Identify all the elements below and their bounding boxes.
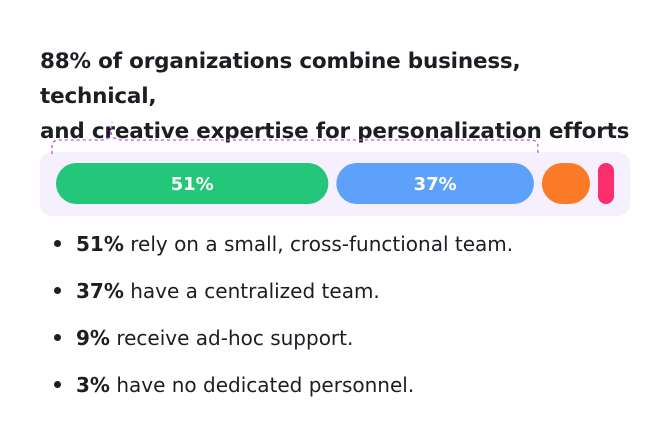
bullet-item: 3% have no dedicated personnel. [48,369,513,416]
bullet-value: 37% [76,279,124,303]
bullet-text: rely on a small, cross-functional team. [123,232,514,256]
bullet-value: 3% [76,373,110,397]
bar-segment-2 [336,163,534,204]
bullet-dot [54,287,61,294]
bullet-dot [54,334,61,341]
bar-segment-1 [56,163,329,204]
bullet-text: have a centralized team. [123,279,380,303]
bullet-text: receive ad-hoc support. [109,326,354,350]
chart-title: 88% of organizations combine business, t… [40,44,640,149]
bullet-dot [54,381,61,388]
bullet-text: have no dedicated personnel. [109,373,415,397]
bullet-value: 9% [76,326,110,350]
bullet-value: 51% [76,232,124,256]
bullet-dot [54,240,61,247]
bullet-item: 37% have a centralized team. [48,275,513,322]
bracket-88-percent [51,121,539,154]
bar-segment-4 [597,163,614,204]
bullet-item: 9% receive ad-hoc support. [48,322,513,369]
bullet-item: 51% rely on a small, cross-functional te… [48,228,513,275]
bar-segment-3 [541,163,590,204]
bullet-list: 51% rely on a small, cross-functional te… [48,228,513,416]
bar-data-label: 51% [171,174,214,195]
title-line-1: 88% of organizations combine business, t… [40,49,521,109]
bar-data-label: 37% [414,174,457,195]
